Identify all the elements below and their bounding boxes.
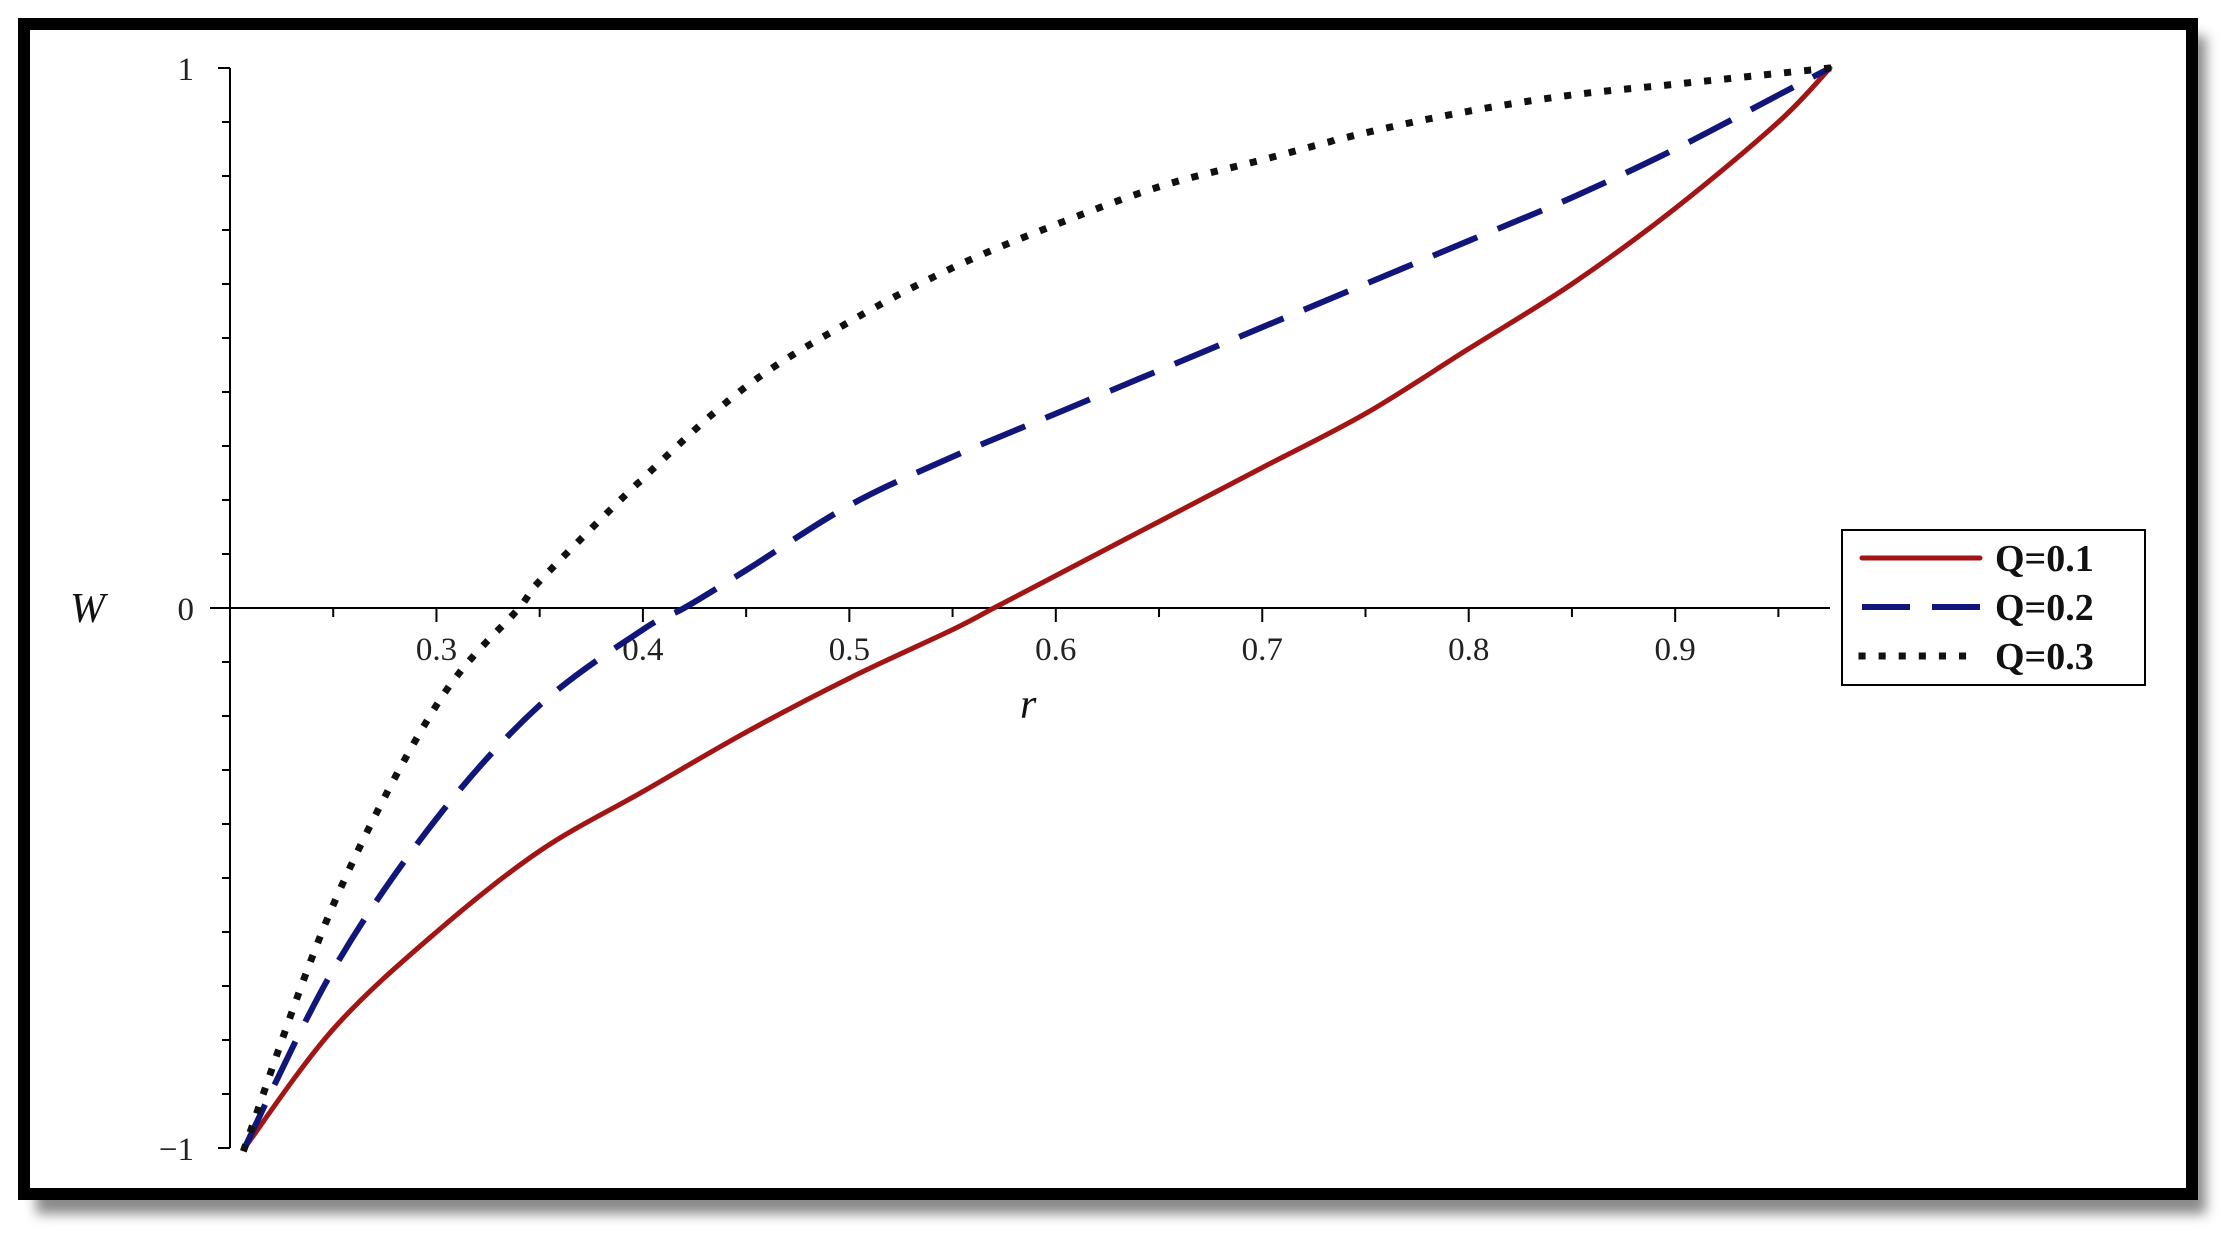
x-tick-label: 0.3 xyxy=(416,632,457,668)
y-tick-label: 1 xyxy=(178,52,195,88)
series-line-2 xyxy=(241,65,1832,1150)
legend-label-3: Q=0.3 xyxy=(1995,636,2094,678)
legend: Q=0.1 Q=0.2 Q=0.3 xyxy=(1841,529,2146,686)
y-tick-label: −1 xyxy=(159,1132,194,1168)
x-axis-label: r xyxy=(1020,682,1037,728)
x-tick-label: 0.6 xyxy=(1035,632,1076,668)
x-tick-label: 0.5 xyxy=(829,632,870,668)
x-tick-label: 0.9 xyxy=(1655,632,1696,668)
series-line-1 xyxy=(242,65,1833,1151)
x-tick-label: 0.7 xyxy=(1242,632,1283,668)
series-lines xyxy=(240,64,1834,1153)
y-axis-label: W xyxy=(70,586,109,632)
legend-label-1: Q=0.1 xyxy=(1995,538,2094,580)
ticks: 0.3 0.4 0.5 0.6 0.7 0.8 0.9−101 xyxy=(159,52,1780,1168)
legend-label-2: Q=0.2 xyxy=(1995,587,2094,629)
y-tick-label: 0 xyxy=(178,592,195,628)
x-tick-label: 0.8 xyxy=(1448,632,1489,668)
